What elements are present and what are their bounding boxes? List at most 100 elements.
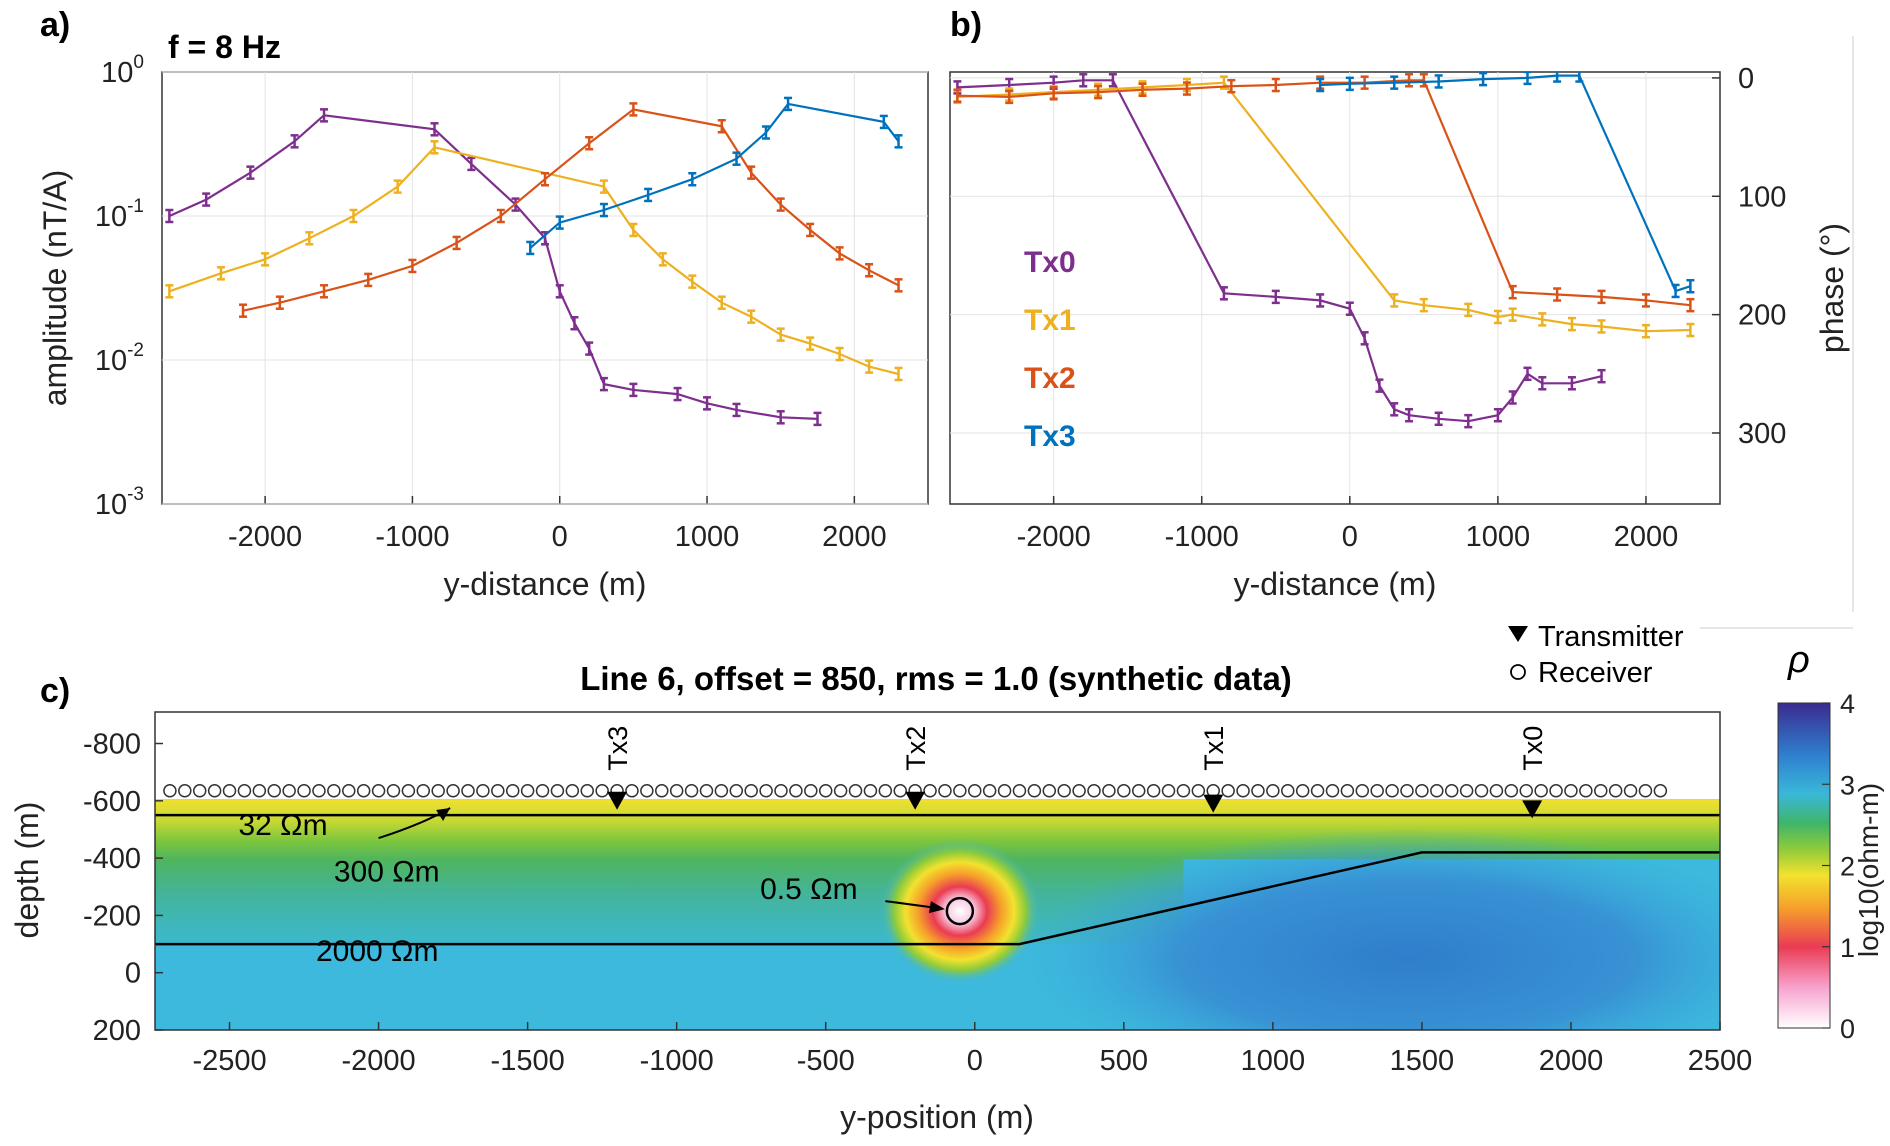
section-ytick-label: -200 <box>83 900 141 932</box>
amplitude-xtick-label: 2000 <box>822 521 887 553</box>
transmitter-marker-tx0 <box>1522 800 1543 819</box>
receiver-marker <box>505 784 520 798</box>
section-xtick-label: 1000 <box>1241 1045 1306 1077</box>
receiver-marker <box>476 784 490 798</box>
amplitude-ytick-label: 10-1 <box>95 196 144 233</box>
legend-receiver-label: Receiver <box>1538 657 1653 689</box>
receiver-marker <box>1266 784 1280 798</box>
amplitude-ytick-label: 10-3 <box>95 484 144 521</box>
phase-xlabel: y-distance (m) <box>1234 566 1437 602</box>
anomaly-halo <box>879 839 1040 984</box>
receiver-marker <box>804 784 818 798</box>
receiver-marker <box>550 784 565 798</box>
section-xlabel: y-position (m) <box>840 1099 1034 1135</box>
receiver-marker <box>774 784 788 798</box>
phase-ytick-label: 300 <box>1738 418 1786 450</box>
receiver-marker <box>1027 784 1042 798</box>
receiver-marker <box>356 784 371 798</box>
receiver-marker <box>1042 784 1057 798</box>
receiver-marker <box>1310 784 1325 798</box>
receiver-marker <box>491 784 505 798</box>
receiver-marker <box>684 784 699 798</box>
phase-xtick-label: 0 <box>1342 521 1358 553</box>
receiver-marker <box>1325 784 1340 798</box>
colorbar-tick-label: 2 <box>1840 852 1855 882</box>
receiver-marker <box>848 784 863 798</box>
receiver-marker <box>1564 784 1578 798</box>
colorbar-tick-label: 3 <box>1840 770 1855 800</box>
section-markers: Tx3 Tx2 Tx1 Tx0 <box>163 726 1668 819</box>
section-ytick-label: -600 <box>83 786 141 818</box>
legend-entry-tx0: Tx0 <box>1024 246 1076 279</box>
receiver-marker <box>714 784 729 798</box>
section-xtick-label: 2000 <box>1539 1045 1604 1077</box>
phase-series-group <box>953 72 1695 429</box>
receiver-marker <box>818 784 833 798</box>
section-tick-labels: -2500 -2000 -1500 -1000 -500 0 500 1000 1500 2000… <box>83 729 1752 1077</box>
receiver-marker <box>759 784 773 798</box>
receiver-marker <box>1594 784 1608 798</box>
phase-xtick-label: -2000 <box>1017 521 1091 553</box>
receiver-marker <box>1072 784 1086 798</box>
receiver-marker <box>953 784 967 798</box>
receiver-marker <box>595 784 609 798</box>
colorbar-label: log10(ohm-m) <box>1853 783 1884 957</box>
receiver-marker <box>1444 784 1459 798</box>
phase-xtick-label: 1000 <box>1466 521 1531 553</box>
label-300-ohmm: 300 Ωm <box>334 856 440 889</box>
transmitter-marker-tx1 <box>1203 794 1224 813</box>
receiver-marker <box>267 784 281 798</box>
receiver-marker <box>1415 784 1429 798</box>
receiver-marker <box>237 784 252 798</box>
receiver-marker <box>1474 784 1489 798</box>
receiver-marker <box>669 784 684 798</box>
resistivity-section: -2500 -2000 -1500 -1000 -500 0 500 1000 1500 2000… <box>9 621 1884 1135</box>
colorbar-tick-label: 0 <box>1840 1014 1855 1044</box>
colorbar-tick-label: 1 <box>1840 933 1855 963</box>
receiver-marker <box>1579 784 1593 798</box>
receiver-marker <box>207 784 222 798</box>
section-xtick-label: -1500 <box>491 1045 565 1077</box>
arrowhead-32-ohmm <box>436 807 451 821</box>
section-xtick-label: -2000 <box>341 1045 415 1077</box>
legend-entry-tx2: Tx2 <box>1024 362 1076 395</box>
phase-axes-box <box>949 71 1721 505</box>
receiver-marker <box>327 784 341 798</box>
receiver-marker <box>1087 784 1101 798</box>
phase-ylabel: phase (°) <box>1814 223 1850 353</box>
amplitude-grid <box>162 71 928 505</box>
section-title: Line 6, offset = 850, rms = 1.0 (synthet… <box>580 660 1292 697</box>
receiver-marker <box>520 784 535 798</box>
section-ytick-label: 200 <box>93 1015 141 1047</box>
phase-ytick-label: 100 <box>1738 181 1786 213</box>
receiver-marker <box>297 784 311 798</box>
deep-boundary-line <box>155 851 1720 946</box>
legend-receiver-symbol <box>1510 664 1526 680</box>
amplitude-ytick-label: 100 <box>101 52 144 89</box>
receiver-marker <box>655 784 669 798</box>
section-xtick-label: 1500 <box>1390 1045 1455 1077</box>
receiver-marker <box>1281 784 1295 798</box>
frequency-label: f = 8 Hz <box>168 29 281 65</box>
phase-grid <box>950 72 1720 504</box>
section-xtick-label: -2500 <box>192 1045 266 1077</box>
section-ytick-label: -400 <box>83 843 141 875</box>
section-xtick-label: 0 <box>967 1045 983 1077</box>
amplitude-tick-labels: -2000 -1000 0 1000 2000 100 10-1 10-2 10-3 <box>95 52 887 553</box>
amplitude-ytick-label: 10-2 <box>95 340 144 377</box>
section-xtick-label: -1000 <box>640 1045 714 1077</box>
receiver-marker <box>878 784 893 798</box>
receiver-marker <box>625 784 639 798</box>
amplitude-series-group <box>165 96 903 427</box>
section-xtick-label: -500 <box>797 1045 855 1077</box>
arrowhead-anomaly <box>928 901 945 914</box>
receiver-marker <box>893 784 907 798</box>
phase-xtick-label: 2000 <box>1614 521 1679 553</box>
receiver-marker <box>178 784 192 798</box>
amplitude-line-tx3 <box>529 102 900 249</box>
receiver-marker <box>699 784 714 798</box>
receiver-marker <box>1534 784 1548 798</box>
transmitter-label-tx1: Tx1 <box>1199 726 1229 771</box>
receiver-marker <box>968 784 982 798</box>
amplitude-xtick-label: 1000 <box>675 521 740 553</box>
